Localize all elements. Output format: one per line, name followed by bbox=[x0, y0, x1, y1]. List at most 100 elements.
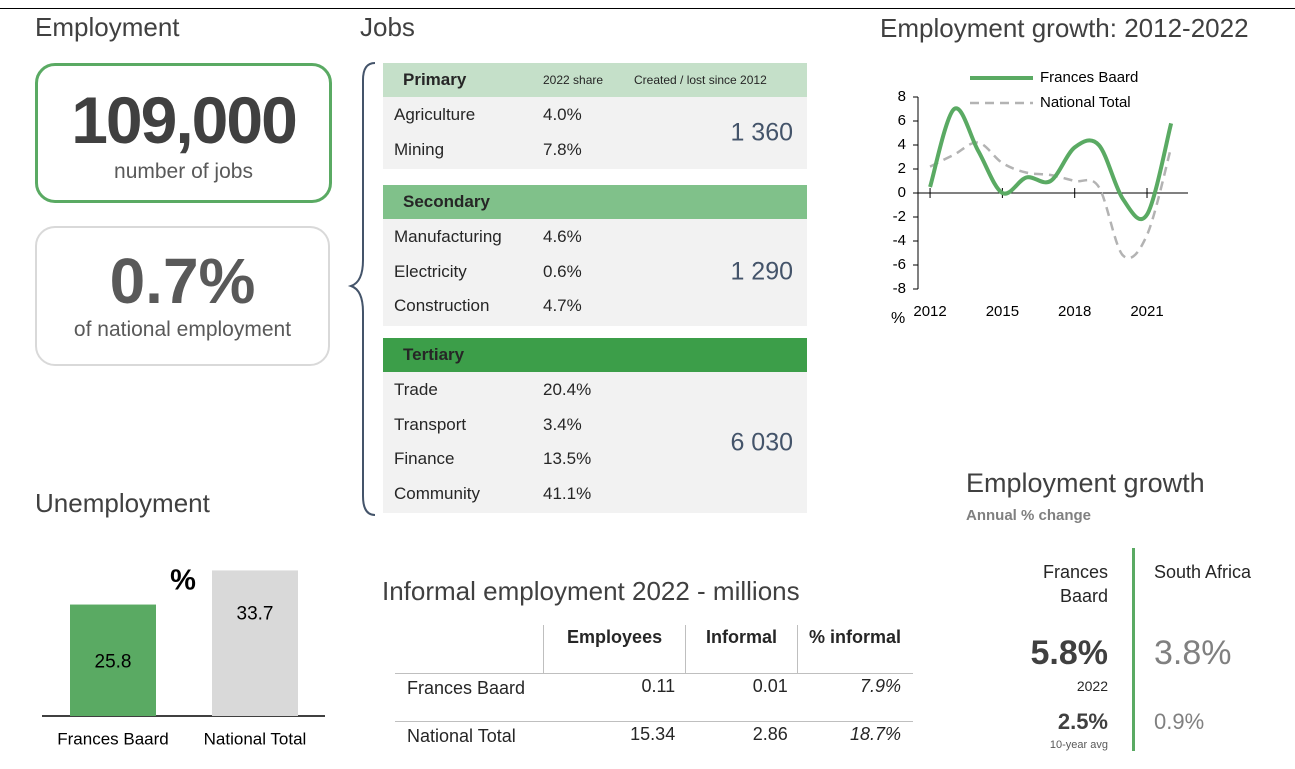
share: 20.4% bbox=[543, 380, 592, 399]
cell: 0.11 bbox=[543, 673, 686, 722]
blank-cell bbox=[395, 625, 544, 674]
cell: 15.34 bbox=[630, 723, 676, 744]
share: 13.5% bbox=[543, 449, 592, 468]
brace-path bbox=[347, 62, 376, 516]
unemployment-title: Unemployment bbox=[35, 488, 210, 518]
bar bbox=[70, 604, 156, 716]
y-tick-label: 0 bbox=[898, 184, 906, 201]
bar-value: 33.7 bbox=[237, 603, 274, 624]
top-rule bbox=[0, 8, 1295, 9]
series-line bbox=[928, 106, 1174, 222]
unemployment-chart: 25.8 Frances Baard 33.7 National Total% bbox=[42, 565, 325, 748]
col-head: % informal bbox=[797, 625, 913, 674]
x-tick-label: 2021 bbox=[1130, 303, 1163, 320]
average-value: 2.5% bbox=[1057, 709, 1108, 734]
y-axis-label: % bbox=[891, 310, 905, 327]
legend-label: National Total bbox=[1040, 94, 1131, 111]
sector-body: Agriculture 4.0% Mining 7.8% 1 360 bbox=[383, 97, 807, 169]
industry: Trade bbox=[394, 380, 438, 399]
unit-annotation: % bbox=[170, 565, 196, 597]
sector-row: Finance 13.5% bbox=[383, 442, 807, 477]
x-tick-label: 2015 bbox=[986, 303, 1019, 320]
sector-head: Primary 2022 share Created / lost since 20… bbox=[383, 63, 807, 97]
industry: Manufacturing bbox=[394, 227, 502, 246]
jobs-label: number of jobs bbox=[114, 160, 253, 183]
y-tick-label: 8 bbox=[898, 88, 906, 105]
divider bbox=[1132, 548, 1135, 751]
sector: Tertiary Trade 20.4% Transport 3.4% Finance 13… bbox=[383, 338, 807, 513]
sector-name: Tertiary bbox=[403, 345, 465, 364]
y-tick-label: 6 bbox=[898, 112, 906, 129]
share: 3.4% bbox=[543, 414, 582, 434]
sector-head: Secondary bbox=[383, 185, 807, 219]
latest-label: 2022 bbox=[1076, 678, 1108, 694]
cell: 2.86 bbox=[752, 723, 788, 744]
industry: Construction bbox=[394, 296, 490, 315]
col-head: Informal bbox=[684, 625, 798, 674]
informal-row: Frances Baard 0.11 0.01 7.9% bbox=[395, 673, 913, 722]
sector-head: Tertiary bbox=[383, 338, 807, 372]
row-name: National Total bbox=[407, 725, 516, 746]
series-line bbox=[929, 141, 1173, 260]
col-head: 2022 share bbox=[543, 73, 604, 87]
jobs-count: 109,000 bbox=[71, 83, 298, 157]
y-tick-label: -2 bbox=[893, 208, 906, 225]
change: 1 360 bbox=[730, 118, 793, 147]
region: South Africa bbox=[1154, 562, 1252, 582]
x-tick-label: 2012 bbox=[913, 303, 946, 320]
region: Frances Baard bbox=[1042, 562, 1108, 606]
row-name: Frances Baard bbox=[395, 673, 544, 722]
industry: Community bbox=[394, 483, 480, 503]
sector-name: Primary bbox=[403, 70, 467, 89]
y-tick-label: 2 bbox=[898, 160, 906, 177]
sector-body: Trade 20.4% Transport 3.4% Finance 13.5% Commu… bbox=[383, 372, 807, 513]
cell: 0.01 bbox=[685, 673, 798, 722]
sector-name: Secondary bbox=[403, 192, 490, 211]
share-label: of national employment bbox=[73, 318, 292, 341]
growth-title: Employment growth bbox=[966, 468, 1205, 498]
sector-row: Mining 7.8% bbox=[383, 133, 807, 168]
employment-title: Employment bbox=[35, 12, 180, 42]
sector-row: Transport 3.4% bbox=[383, 408, 807, 443]
chart-title: Employment growth: 2012-2022 bbox=[880, 13, 1249, 43]
informal-title: Informal employment 2022 - millions bbox=[382, 576, 800, 606]
sector: Primary 2022 share Created / lost since 20… bbox=[383, 63, 807, 169]
x-tick-label: 2018 bbox=[1058, 303, 1091, 320]
growth-subtitle: Annual % change bbox=[966, 507, 1092, 524]
sector-row: Trade 20.4% bbox=[383, 373, 807, 408]
industry: Finance bbox=[394, 449, 455, 468]
sector-body: Manufacturing 4.6% Electricity 0.6% Construc… bbox=[383, 219, 807, 326]
cell: 7.9% bbox=[797, 673, 913, 722]
average-label: 10-year avg bbox=[1049, 739, 1108, 751]
col-head: Created / lost since 2012 bbox=[634, 73, 767, 87]
brace bbox=[347, 62, 376, 516]
informal-head: Employees Informal % informal bbox=[395, 625, 913, 674]
y-tick-label: 4 bbox=[898, 136, 906, 153]
share-box: 0.7% of national employment bbox=[35, 226, 330, 366]
category-label: National Total bbox=[204, 729, 307, 748]
category-label: Frances Baard bbox=[57, 729, 169, 748]
sector-row: Construction 4.7% bbox=[383, 289, 807, 324]
industry: Agriculture bbox=[394, 105, 476, 124]
share: 0.6% bbox=[543, 261, 582, 281]
informal-table: Employees Informal % informal Frances Ba… bbox=[395, 625, 913, 769]
informal-row: National Total 15.34 2.86 18.7% bbox=[395, 721, 913, 769]
jobs-title: Jobs bbox=[360, 12, 415, 42]
share: 4.0% bbox=[543, 105, 582, 124]
industry: Mining bbox=[394, 139, 445, 159]
y-tick-label: -4 bbox=[893, 232, 906, 249]
latest-value: 3.8% bbox=[1154, 634, 1232, 672]
sector-row: Community 41.1% bbox=[383, 477, 807, 512]
change: 6 030 bbox=[730, 428, 793, 456]
y-tick-label: -8 bbox=[893, 280, 906, 297]
growth-line-chart: Employment growth: 2012-2022 -8 -6 -4 -2 0 2 4… bbox=[880, 13, 1249, 327]
sector: Secondary Manufacturing 4.6% Electricity 0.6… bbox=[383, 185, 807, 326]
share: 7.8% bbox=[543, 139, 582, 159]
jobs-box: 109,000 number of jobs bbox=[35, 63, 332, 203]
sector-row: Agriculture 4.0% bbox=[383, 98, 807, 133]
share: 4.6% bbox=[543, 227, 582, 246]
latest-value: 5.8% bbox=[1030, 634, 1109, 672]
informal-body: Frances Baard 0.11 0.01 7.9% National Total 1… bbox=[395, 673, 913, 769]
bar bbox=[212, 570, 298, 716]
legend-label: Frances Baard bbox=[1040, 69, 1138, 86]
